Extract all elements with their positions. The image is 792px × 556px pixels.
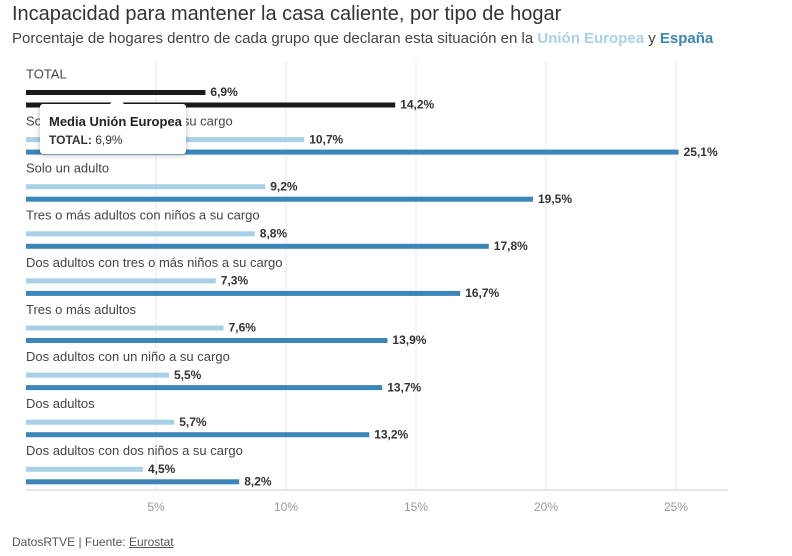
- value-label: 25,1%: [684, 145, 718, 159]
- legend-eu: Unión Europea: [537, 30, 645, 47]
- tooltip-title: Media Unión Europea: [49, 114, 182, 129]
- value-label: 14,2%: [400, 98, 434, 112]
- tooltip: Media Unión Europea TOTAL: 6,9%: [40, 97, 186, 154]
- bar-es: [26, 102, 396, 108]
- bar-es: [26, 338, 388, 343]
- category-label: Dos adultos con tres o más niños a su ca…: [26, 255, 283, 270]
- category-label: Dos adultos con un niño a su cargo: [26, 349, 230, 364]
- value-label: 19,5%: [538, 192, 572, 206]
- bar-eu: [26, 372, 169, 378]
- bar-eu: [26, 90, 206, 95]
- value-label: 8,2%: [244, 474, 272, 488]
- value-label: 5,7%: [179, 415, 207, 429]
- value-label: 13,2%: [374, 427, 408, 441]
- tooltip-value: 6,9%: [95, 133, 123, 147]
- value-label: 7,3%: [221, 274, 249, 288]
- legend-es: España: [659, 30, 714, 47]
- bar-es: [26, 149, 679, 155]
- bar-eu: [26, 466, 143, 472]
- bar-es: [26, 479, 240, 485]
- value-label: 16,7%: [465, 286, 499, 300]
- value-label: 4,5%: [148, 462, 176, 476]
- bar-eu: [26, 278, 216, 284]
- bar-eu: [26, 325, 224, 331]
- bar-es: [26, 243, 489, 249]
- value-label: 10,7%: [309, 132, 343, 146]
- bar-eu: [26, 419, 175, 425]
- category-label: TOTAL: [26, 66, 67, 81]
- x-tick-label: 20%: [534, 500, 558, 514]
- category-label: Solo un adulto: [26, 161, 109, 176]
- category-label: Tres o más adultos: [26, 302, 137, 317]
- value-label: 6,9%: [210, 85, 238, 99]
- category-label: Dos adultos con dos niños a su cargo: [26, 443, 243, 458]
- subtitle-prefix: Porcentaje de hogares dentro de cada gru…: [12, 30, 538, 47]
- bar-es: [26, 290, 461, 296]
- bar-es: [26, 196, 533, 202]
- source-link[interactable]: Eurostat: [128, 535, 174, 549]
- value-label: 7,6%: [229, 321, 257, 335]
- value-label: 8,8%: [260, 226, 288, 240]
- subtitle-mid: y: [644, 30, 660, 47]
- bar-eu: [26, 184, 266, 190]
- bar-es: [26, 432, 370, 438]
- chart-title: Incapacidad para mantener la casa calien…: [12, 3, 562, 25]
- chart-subtitle: Porcentaje de hogares dentro de cada gru…: [12, 30, 713, 47]
- footer-credit: DatosRTVE | Fuente:: [12, 535, 129, 549]
- tooltip-body: TOTAL: 6,9%: [49, 133, 123, 147]
- value-label: 17,8%: [494, 239, 528, 253]
- x-tick-label: 10%: [274, 500, 298, 514]
- value-label: 13,7%: [387, 380, 421, 394]
- bar-eu: [26, 231, 255, 237]
- tooltip-label: TOTAL:: [49, 133, 92, 147]
- category-label: Tres o más adultos con niños a su cargo: [26, 208, 260, 223]
- value-label: 5,5%: [174, 368, 202, 382]
- bar-chart: 5% 10% 15% 20% 25% TOTAL 6,9% 14,2% Solo un adul…: [26, 62, 728, 514]
- x-tick-label: 15%: [404, 500, 428, 514]
- footer: DatosRTVE | Fuente: Eurostat: [12, 535, 174, 549]
- x-tick-label: 25%: [664, 500, 688, 514]
- category-label: Dos adultos: [26, 396, 95, 411]
- value-label: 13,9%: [392, 333, 426, 347]
- bar-es: [26, 385, 383, 391]
- x-tick-label: 5%: [147, 500, 165, 514]
- value-label: 9,2%: [270, 179, 298, 193]
